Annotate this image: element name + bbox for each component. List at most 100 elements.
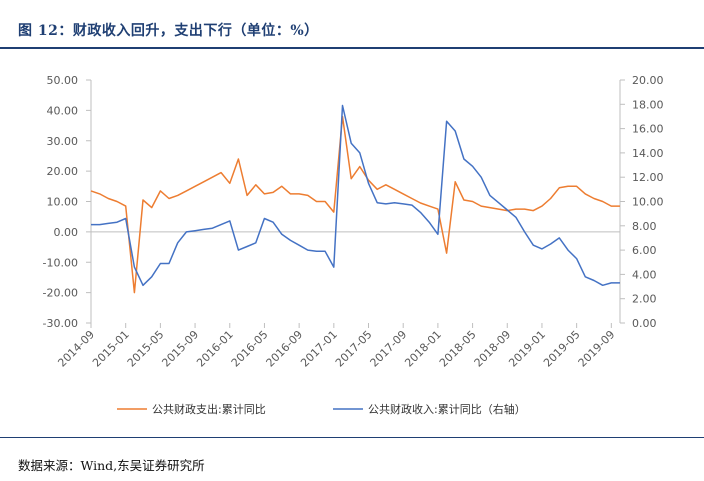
revenue-point <box>419 210 423 214</box>
figure-title: 图 12：财政收入回升，支出下行（单位：%） <box>18 23 319 39</box>
left-tick-label: 30.00 <box>47 135 79 148</box>
expenditure-point <box>245 193 249 197</box>
revenue-point <box>306 248 310 252</box>
left-tick-label: 10.00 <box>47 196 79 209</box>
expenditure-point <box>323 200 327 204</box>
expenditure-point <box>306 193 310 197</box>
left-tick-label: 20.00 <box>47 165 79 178</box>
chart-axes <box>90 80 621 323</box>
revenue-point <box>601 283 605 287</box>
revenue-point <box>124 217 128 221</box>
right-tick-label: 20.00 <box>632 74 664 87</box>
revenue-point <box>89 223 93 227</box>
expenditure-point <box>523 207 527 211</box>
revenue-point <box>349 141 353 145</box>
revenue-point <box>523 230 527 234</box>
revenue-point <box>583 275 587 279</box>
x-tick-label: 2019-09 <box>576 328 618 370</box>
expenditure-point <box>601 200 605 204</box>
expenditure-point <box>410 196 414 200</box>
revenue-point <box>592 278 596 282</box>
revenue-point <box>340 104 344 108</box>
title-divider <box>0 47 704 49</box>
revenue-point <box>314 249 318 253</box>
expenditure-point <box>210 175 214 179</box>
right-axis-ticks: 0.00 2.00 4.00 6.00 8.00 10.00 12.00 14.00 16.00… <box>620 74 664 330</box>
revenue-point <box>384 202 388 206</box>
revenue-point <box>288 238 292 242</box>
revenue-point <box>609 281 613 285</box>
revenue-point <box>566 248 570 252</box>
expenditure-point <box>566 184 570 188</box>
x-tick-label: 2018-09 <box>472 328 514 370</box>
expenditure-point <box>288 192 292 196</box>
right-tick-label: 8.00 <box>632 220 657 233</box>
left-tick-label: -30.00 <box>43 317 78 330</box>
expenditure-point <box>150 206 154 210</box>
x-tick-label: 2016-01 <box>194 328 236 370</box>
revenue-point <box>393 201 397 205</box>
expenditure-point <box>228 181 232 185</box>
revenue-point <box>471 164 475 168</box>
revenue-point <box>167 261 171 265</box>
expenditure-point <box>375 187 379 191</box>
expenditure-point <box>262 192 266 196</box>
expenditure-point <box>419 201 423 205</box>
expenditure-point <box>124 204 128 208</box>
revenue-point <box>618 281 622 285</box>
left-axis-ticks: -30.00 -20.00 -10.00 0.00 10.00 20.00 30.00 40.… <box>43 74 91 330</box>
source-divider <box>0 437 704 438</box>
expenditure-point <box>471 200 475 204</box>
x-tick-label: 2017-01 <box>298 328 340 370</box>
x-tick-label: 2016-05 <box>229 328 271 370</box>
right-tick-label: 4.00 <box>632 268 657 281</box>
expenditure-point <box>445 251 449 255</box>
revenue-point <box>445 119 449 123</box>
expenditure-point <box>167 196 171 200</box>
revenue-point <box>158 261 162 265</box>
x-tick-label: 2015-05 <box>125 328 167 370</box>
revenue-point <box>254 241 258 245</box>
revenue-point <box>332 265 336 269</box>
expenditure-point <box>219 171 223 175</box>
expenditure-point <box>462 198 466 202</box>
expenditure-point <box>514 207 518 211</box>
revenue-point <box>98 223 102 227</box>
revenue-point <box>367 181 371 185</box>
expenditure-point <box>158 189 162 193</box>
revenue-point <box>427 220 431 224</box>
expenditure-point <box>609 204 613 208</box>
revenue-point <box>453 129 457 133</box>
revenue-point <box>193 229 197 233</box>
revenue-point <box>540 247 544 251</box>
expenditure-point <box>141 198 145 202</box>
revenue-point <box>141 283 145 287</box>
x-tick-label: 2019-05 <box>541 328 583 370</box>
revenue-point <box>436 232 440 236</box>
revenue-point <box>323 249 327 253</box>
right-tick-label: 16.00 <box>632 123 664 136</box>
left-tick-label: -20.00 <box>43 287 78 300</box>
expenditure-point <box>479 204 483 208</box>
series-expenditure <box>89 115 620 294</box>
expenditure-point <box>115 200 119 204</box>
revenue-line <box>91 104 620 287</box>
x-tick-label: 2016-09 <box>264 328 306 370</box>
revenue-point <box>358 151 362 155</box>
expenditure-point <box>497 207 501 211</box>
x-axis-ticks: 2014-092015-012015-052015-092016-012016-… <box>55 323 617 370</box>
expenditure-point <box>349 177 353 181</box>
expenditure-point <box>89 189 93 193</box>
right-tick-label: 0.00 <box>632 317 657 330</box>
legend-label-revenue: 公共财政收入:累计同比（右轴） <box>368 402 526 416</box>
revenue-point <box>462 157 466 161</box>
left-tick-label: 0.00 <box>54 226 79 239</box>
revenue-point <box>401 202 405 206</box>
expenditure-point <box>202 180 206 184</box>
x-tick-label: 2019-01 <box>506 328 548 370</box>
data-source-note: 数据来源：Wind,东吴证券研究所 <box>18 458 205 473</box>
expenditure-line <box>90 115 620 294</box>
revenue-point <box>410 203 414 207</box>
expenditure-point <box>98 192 102 196</box>
revenue-point <box>228 219 232 223</box>
